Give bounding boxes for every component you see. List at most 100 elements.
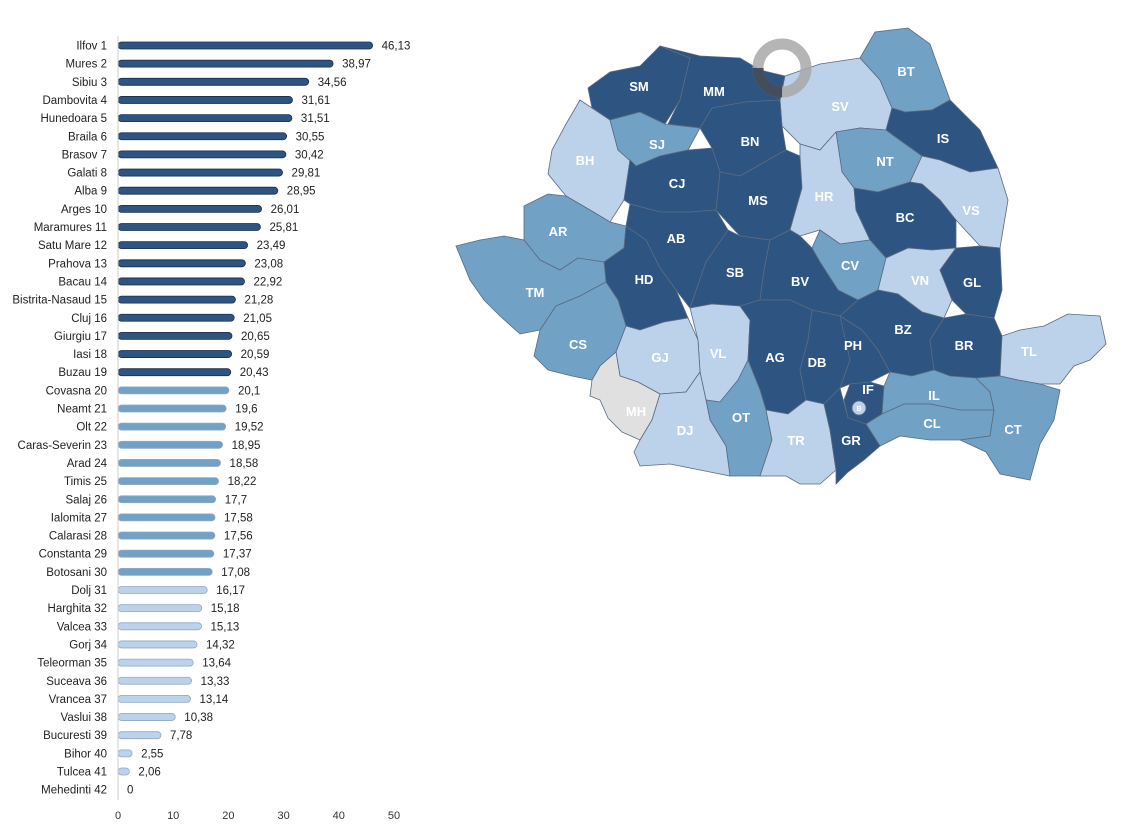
value-label: 16,17 <box>216 585 245 597</box>
county-TR[interactable] <box>759 399 837 485</box>
label-IF: IF <box>862 382 874 397</box>
value-label: 13,64 <box>202 658 231 670</box>
bar[interactable] <box>117 567 213 576</box>
bar[interactable] <box>117 331 233 340</box>
category-label: Olt 22 <box>76 422 107 434</box>
bar[interactable] <box>117 77 310 86</box>
value-label: 28,95 <box>287 186 316 198</box>
label-AB: AB <box>667 231 686 246</box>
bar[interactable] <box>117 350 233 358</box>
bar[interactable] <box>117 695 191 703</box>
category-label: Sibiu 3 <box>72 77 107 89</box>
bar[interactable] <box>117 114 293 122</box>
bar[interactable] <box>117 168 283 177</box>
bar[interactable] <box>117 676 192 685</box>
bar[interactable] <box>117 549 215 558</box>
bar[interactable] <box>117 586 208 594</box>
county-DJ[interactable] <box>633 371 731 477</box>
bar[interactable] <box>117 477 219 486</box>
x-tick-label: 10 <box>167 810 179 822</box>
bar[interactable] <box>117 241 249 250</box>
county-B[interactable] <box>851 400 867 416</box>
value-label: 31,61 <box>301 95 330 107</box>
x-tick-label: 30 <box>277 810 289 822</box>
category-label: Mures 2 <box>65 59 107 71</box>
category-label: Dolj 31 <box>71 585 107 597</box>
x-tick-label: 0 <box>115 810 121 822</box>
bar[interactable] <box>117 313 235 322</box>
category-label: Teleorman 35 <box>37 658 107 670</box>
category-label: Timis 25 <box>64 476 107 488</box>
bar[interactable] <box>117 404 227 413</box>
map-counties <box>455 27 1107 485</box>
bar[interactable] <box>117 731 162 740</box>
category-label: Bucuresti 39 <box>43 730 107 742</box>
bar[interactable] <box>117 459 221 467</box>
bar[interactable] <box>117 767 130 776</box>
bar[interactable] <box>117 41 374 50</box>
bar[interactable] <box>117 295 236 304</box>
bar[interactable] <box>117 495 217 504</box>
x-axis: 0 10 20 30 40 50 <box>115 810 400 822</box>
bar[interactable] <box>117 604 203 613</box>
bar[interactable] <box>117 713 176 721</box>
bar[interactable] <box>117 96 293 104</box>
label-CS: CS <box>569 337 587 352</box>
county-GR[interactable] <box>823 387 881 485</box>
value-label: 25,81 <box>269 222 298 234</box>
bar[interactable] <box>117 132 288 141</box>
bar[interactable] <box>117 368 232 377</box>
bar[interactable] <box>117 640 198 649</box>
value-label: 14,32 <box>206 639 235 651</box>
value-label: 17,56 <box>224 531 253 543</box>
value-label: 2,06 <box>138 767 160 779</box>
category-label: Constanta 29 <box>39 549 107 561</box>
category-label: Dambovita 4 <box>42 95 107 107</box>
bar[interactable] <box>117 531 216 540</box>
bar[interactable] <box>117 658 194 667</box>
category-label: Vaslui 38 <box>61 712 107 724</box>
bar[interactable] <box>117 386 230 395</box>
label-DB: DB <box>808 355 827 370</box>
category-label: Giurgiu 17 <box>54 331 107 343</box>
category-label: Prahova 13 <box>48 258 107 270</box>
value-label: 15,18 <box>211 603 240 615</box>
value-label: 17,7 <box>225 494 247 506</box>
bar[interactable] <box>117 259 246 268</box>
bar[interactable] <box>117 440 224 449</box>
label-SJ: SJ <box>649 137 665 152</box>
label-CV: CV <box>841 258 859 273</box>
label-TM: TM <box>526 285 545 300</box>
category-label: Mehedinti 42 <box>41 785 107 797</box>
bar[interactable] <box>117 204 262 213</box>
value-label: 20,65 <box>241 331 270 343</box>
bar[interactable] <box>117 277 245 286</box>
label-CL: CL <box>923 416 940 431</box>
label-MM: MM <box>703 84 725 99</box>
category-label: Arad 24 <box>67 458 108 470</box>
value-label: 31,51 <box>301 113 330 125</box>
bar[interactable] <box>117 59 334 68</box>
value-label: 34,56 <box>318 77 347 89</box>
value-label: 19,6 <box>235 404 257 416</box>
county-VS[interactable] <box>909 155 1009 249</box>
north-overlay <box>752 38 812 98</box>
bar[interactable] <box>117 223 261 231</box>
label-NT: NT <box>876 154 893 169</box>
bar[interactable] <box>117 749 133 758</box>
value-label: 7,78 <box>170 730 192 742</box>
bar[interactable] <box>117 622 202 631</box>
value-label: 17,08 <box>221 567 250 579</box>
bar[interactable] <box>117 422 227 431</box>
value-label: 21,28 <box>244 295 273 307</box>
county-TL[interactable] <box>999 313 1107 385</box>
bar[interactable] <box>117 186 279 195</box>
label-VL: VL <box>710 346 727 361</box>
county-CT[interactable] <box>958 375 1061 481</box>
bar[interactable] <box>117 513 216 522</box>
value-label: 23,08 <box>254 258 283 270</box>
x-tick-label: 20 <box>222 810 234 822</box>
bar[interactable] <box>117 150 287 159</box>
category-label: Hunedoara 5 <box>41 113 108 125</box>
label-BV: BV <box>791 274 809 289</box>
